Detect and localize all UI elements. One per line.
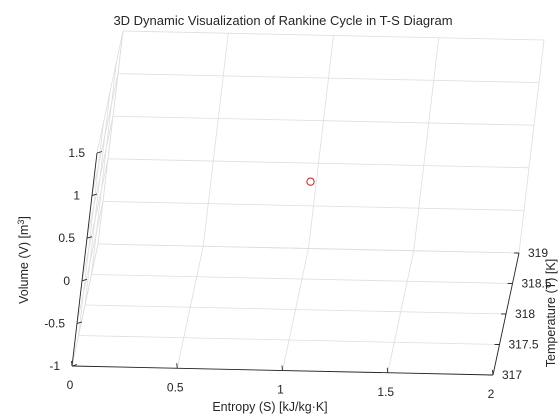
- grid-line-left-y: [78, 122, 104, 336]
- z-tick-mark: [76, 321, 83, 324]
- z-axis-label-superscript: 3: [16, 220, 26, 225]
- grid-line-left-z: [81, 158, 109, 281]
- x-tick-mark: [71, 360, 73, 367]
- grid-line-floor-y: [97, 243, 520, 254]
- grid-line-left-z: [76, 201, 104, 324]
- grid-line-left-y: [91, 61, 117, 275]
- chart-title: 3D Dynamic Visualization of Rankine Cycl…: [113, 13, 452, 28]
- grid-line-back-z: [102, 201, 525, 211]
- z-tick-label: 1.5: [68, 146, 85, 160]
- grid-line-left-y: [84, 91, 111, 306]
- z-tick-mark: [96, 151, 103, 154]
- grid-line-back-x: [518, 39, 545, 254]
- z-tick-mark: [81, 278, 88, 282]
- z-tick-mark: [86, 236, 93, 239]
- grid-line-back-z: [122, 30, 545, 41]
- y-tick-label: 317: [502, 368, 522, 382]
- z-axis-label: Volume (V) [m3]: [16, 216, 31, 304]
- grid-line-left-z: [91, 73, 119, 196]
- grid-line-back-z: [112, 115, 535, 126]
- z-tick-mark: [91, 193, 98, 197]
- x-tick-mark: [386, 367, 389, 373]
- z-tick-label: 0: [63, 274, 70, 288]
- tick-labels: 0 0.5 1 1.5 2 317 317.5 318 318.5 319 -1 -0.5 0 0.5 1 1…: [44, 146, 552, 401]
- x-tick-label: 2: [488, 387, 495, 401]
- grid-line-floor-y: [84, 304, 507, 315]
- data-point-marker: [306, 177, 315, 186]
- z-axis-label-main: Volume (V) [m: [17, 225, 31, 304]
- z-tick-label: 0.5: [58, 231, 75, 245]
- grid-line-floor-y: [78, 335, 500, 345]
- axis-lines: [71, 151, 520, 376]
- y-axis-label: Temperature (T) [K]: [544, 259, 558, 367]
- y-tick-label: 317.5: [509, 338, 539, 352]
- y-tick-label: 319: [528, 246, 548, 260]
- x-tick-label: 1.5: [377, 385, 394, 399]
- y-tick-label: 318: [515, 307, 535, 321]
- data-points: [306, 177, 315, 186]
- z-tick-label: -0.5: [44, 316, 65, 330]
- z-axis-label-end: ]: [17, 216, 31, 219]
- x-tick-mark: [281, 365, 283, 371]
- x-tick-mark: [492, 369, 494, 376]
- x-axis-label: Entropy (S) [kJ/kg·K]: [212, 400, 327, 414]
- x-tick-label: 0.5: [167, 380, 184, 394]
- grid-line-floor-y: [91, 274, 513, 284]
- grid-line-left-y: [97, 30, 124, 245]
- x-tick-label: 1: [277, 383, 284, 397]
- z-axis-line: [71, 152, 98, 367]
- grid-line-back-z: [117, 73, 540, 83]
- grid-line-back-x: [308, 35, 334, 249]
- grid-line-back-z: [107, 158, 530, 169]
- x-tick-label: 0: [67, 378, 74, 392]
- grid-line-left-z: [86, 116, 114, 239]
- grid-line-left-z: [96, 30, 124, 154]
- y-tick-label: 318.5: [522, 277, 552, 291]
- x-tick-mark: [176, 363, 178, 369]
- grid-line-back-x: [413, 37, 440, 251]
- z-tick-mark: [71, 364, 78, 367]
- z-tick-label: -1: [49, 359, 60, 373]
- z-tick-label: 1: [73, 189, 80, 203]
- grid-line-back-x: [202, 33, 229, 247]
